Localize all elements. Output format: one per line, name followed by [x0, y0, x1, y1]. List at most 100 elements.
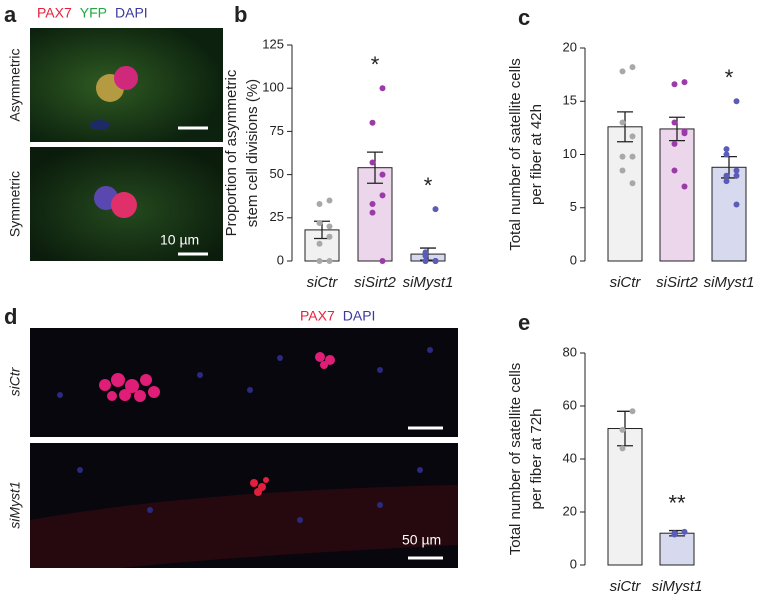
data-point — [629, 180, 636, 187]
data-point — [681, 183, 688, 190]
y-tick-label: 125 — [262, 36, 284, 51]
panel-label: a — [4, 2, 17, 27]
data-point — [422, 258, 429, 264]
x-tick-label: siMyst1 — [652, 578, 703, 595]
data-point — [316, 219, 323, 226]
x-tick-label: siSirt2 — [354, 274, 396, 291]
data-point — [681, 79, 688, 86]
x-tick-label: siCtr — [610, 274, 642, 291]
y-tick-label: 5 — [570, 199, 577, 214]
panel-label: d — [4, 304, 17, 329]
data-point — [629, 133, 636, 140]
panel-label: b — [234, 2, 247, 27]
channel-label: DAPI — [115, 5, 148, 21]
data-point — [379, 85, 386, 92]
data-point — [619, 426, 626, 433]
data-point — [723, 146, 730, 153]
data-point — [681, 528, 688, 535]
y-tick-label: 80 — [563, 344, 577, 359]
y-tick-label: 0 — [570, 252, 577, 267]
data-point — [369, 119, 376, 126]
data-point — [671, 167, 678, 174]
y-tick-label: 15 — [563, 93, 577, 108]
bar — [607, 126, 643, 262]
data-point — [379, 171, 386, 178]
data-point — [681, 130, 688, 137]
data-point — [723, 178, 730, 185]
data-point — [619, 119, 626, 126]
y-tick-label: 0 — [277, 252, 284, 267]
y-axis-label: Total number of satellite cells — [507, 58, 524, 251]
data-point — [619, 153, 626, 160]
significance: * — [424, 173, 433, 198]
data-point — [733, 201, 740, 208]
data-point — [432, 206, 439, 213]
y-tick-label: 20 — [563, 39, 577, 54]
y-axis-label: per fiber at 42h — [528, 104, 545, 205]
significance: * — [371, 52, 380, 77]
y-tick-label: 25 — [270, 209, 284, 224]
bar — [711, 166, 747, 262]
row-label: siMyst1 — [7, 481, 23, 528]
data-point — [619, 68, 626, 75]
data-point — [723, 151, 730, 158]
bar — [607, 428, 643, 566]
data-point — [316, 258, 323, 264]
data-point — [369, 200, 376, 207]
data-point — [369, 209, 376, 216]
panel-label: c — [518, 5, 530, 30]
y-tick-label: 20 — [563, 503, 577, 518]
data-point — [629, 408, 636, 415]
bar — [659, 532, 695, 566]
x-tick-label: siMyst1 — [704, 274, 755, 291]
data-point — [733, 172, 740, 179]
data-point — [316, 240, 323, 247]
y-tick-label: 10 — [563, 146, 577, 161]
y-tick-label: 50 — [270, 166, 284, 181]
y-axis-label: per fiber at 72h — [528, 409, 545, 510]
data-point — [733, 167, 740, 174]
data-point — [723, 172, 730, 179]
x-tick-label: siCtr — [307, 274, 339, 291]
data-point — [671, 81, 678, 88]
data-point — [326, 197, 333, 204]
x-tick-label: siCtr — [610, 578, 642, 595]
data-point — [671, 119, 678, 126]
y-tick-label: 0 — [570, 556, 577, 571]
panel-label: e — [518, 310, 530, 335]
channel-label: PAX7 — [300, 308, 335, 324]
micrograph-a: 10 µm — [30, 28, 223, 261]
scale-label: 50 µm — [402, 532, 441, 548]
y-axis-label: stem cell divisions (%) — [244, 79, 261, 227]
error-bar — [367, 151, 383, 184]
y-tick-label: 75 — [270, 123, 284, 138]
data-point — [326, 258, 333, 264]
channel-label: PAX7 — [37, 5, 72, 21]
error-bar — [617, 111, 633, 143]
data-point — [326, 223, 333, 230]
data-point — [671, 140, 678, 147]
data-point — [422, 252, 429, 259]
row-label: Symmetric — [7, 171, 23, 237]
y-axis-label: Total number of satellite cells — [507, 363, 524, 556]
data-point — [671, 531, 678, 538]
bar — [659, 128, 695, 262]
row-label: Asymmetric — [7, 48, 23, 121]
y-tick-label: 60 — [563, 397, 577, 412]
data-point — [733, 98, 740, 105]
significance: ** — [668, 490, 686, 515]
x-tick-label: siSirt2 — [656, 274, 698, 291]
significance: * — [725, 65, 734, 90]
data-point — [629, 153, 636, 160]
y-tick-label: 40 — [563, 450, 577, 465]
channel-label: YFP — [80, 5, 107, 21]
data-point — [619, 167, 626, 174]
data-point — [432, 258, 439, 264]
y-tick-label: 100 — [262, 80, 284, 95]
data-point — [619, 445, 626, 452]
micrograph-d: 50 µm — [30, 328, 458, 568]
data-point — [379, 258, 386, 264]
x-tick-label: siMyst1 — [403, 274, 454, 291]
data-point — [326, 233, 333, 240]
